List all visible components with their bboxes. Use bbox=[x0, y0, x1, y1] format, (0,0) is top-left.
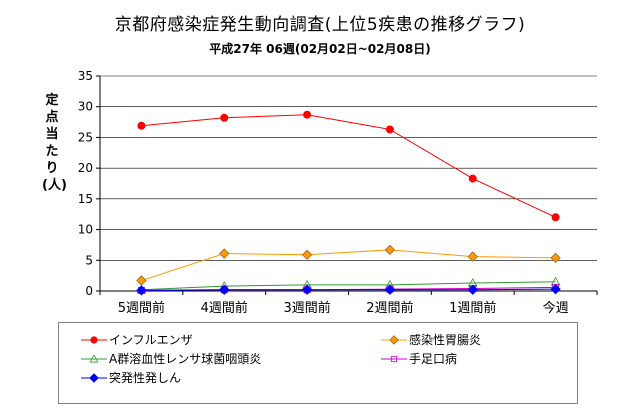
data-point bbox=[301, 284, 313, 295]
axes bbox=[96, 75, 598, 295]
legend-swatch bbox=[81, 335, 107, 344]
gridlines bbox=[100, 75, 597, 261]
data-point bbox=[301, 249, 313, 260]
data-point bbox=[220, 113, 229, 122]
data-point bbox=[303, 110, 312, 119]
legend-swatch bbox=[81, 372, 107, 383]
series-group bbox=[136, 110, 561, 296]
legend-label: 突発性発しん bbox=[109, 370, 182, 385]
legend-item: 突発性発しん bbox=[81, 369, 181, 385]
x-tick-label: 3週間前 bbox=[283, 300, 330, 316]
legend-item: インフルエンザ bbox=[81, 331, 193, 347]
y-tick-label: 25 bbox=[78, 130, 93, 144]
data-point bbox=[389, 334, 399, 345]
data-point bbox=[89, 372, 99, 383]
data-point bbox=[384, 244, 396, 256]
y-axis-label: 定点当たり(人) bbox=[42, 93, 67, 193]
x-tick-label: 今週 bbox=[543, 300, 569, 316]
data-point bbox=[385, 125, 394, 134]
series-line bbox=[141, 281, 556, 291]
series-4 bbox=[136, 283, 561, 296]
x-tick-label: 5週間前 bbox=[118, 300, 165, 316]
chart-title: 京都府感染症発生動向調査(上位5疾患の推移グラフ) bbox=[114, 15, 526, 35]
y-tick-label: 20 bbox=[78, 161, 93, 175]
legend-label: インフルエンザ bbox=[109, 332, 193, 347]
series-line bbox=[141, 249, 556, 282]
line-chart: 0 5 10 15 20 25 30 35 5週間前 4週間前 3週間前 2週間前 1週間前 今週 bbox=[78, 69, 598, 316]
data-point bbox=[551, 213, 560, 222]
series-0 bbox=[137, 110, 560, 222]
x-tick-label: 2週間前 bbox=[366, 300, 413, 316]
legend-swatch bbox=[381, 334, 407, 345]
data-point bbox=[384, 284, 396, 295]
x-tick-label: 4週間前 bbox=[201, 300, 248, 316]
legend-label: 手足口病 bbox=[409, 351, 458, 366]
data-point bbox=[89, 353, 99, 362]
tick-labels: 0 5 10 15 20 25 30 35 5週間前 4週間前 3週間前 2週間前 1週間前 今週 bbox=[78, 69, 569, 316]
y-tick-label: 0 bbox=[85, 284, 93, 298]
chart-subtitle: 平成27年 06週(02月02日~02月08日) bbox=[209, 42, 431, 56]
legend-label: 感染性胃腸炎 bbox=[409, 332, 482, 347]
data-point bbox=[136, 275, 147, 286]
y-tick-label: 35 bbox=[78, 69, 93, 83]
data-point bbox=[219, 284, 230, 295]
data-point bbox=[90, 335, 98, 344]
legend-label: A群溶血性レンサ球菌咽頭炎 bbox=[109, 351, 262, 366]
data-point bbox=[467, 251, 478, 262]
data-point bbox=[468, 174, 477, 183]
series-line bbox=[141, 288, 556, 291]
y-tick-label: 30 bbox=[78, 100, 93, 114]
data-point bbox=[550, 283, 561, 295]
y-tick-label: 15 bbox=[78, 192, 93, 206]
legend-item: 手足口病 bbox=[381, 350, 457, 366]
y-tick-label: 10 bbox=[78, 223, 93, 237]
legend: インフルエンザ 感染性胃腸炎 A群溶血性レンサ球菌咽頭炎 手足口病突発性発しん bbox=[58, 322, 578, 404]
x-tick-label: 1週間前 bbox=[449, 300, 496, 316]
legend-item: A群溶血性レンサ球菌咽頭炎 bbox=[81, 350, 261, 366]
legend-swatch bbox=[81, 353, 107, 362]
legend-swatch bbox=[381, 355, 407, 362]
data-point bbox=[137, 121, 146, 130]
legend-item: 感染性胃腸炎 bbox=[381, 331, 481, 347]
data-point bbox=[136, 285, 147, 296]
data-point bbox=[390, 355, 398, 362]
series-1 bbox=[136, 244, 561, 286]
data-point bbox=[467, 284, 478, 295]
data-point bbox=[219, 248, 230, 259]
data-point bbox=[550, 252, 561, 263]
y-tick-label: 5 bbox=[85, 253, 93, 267]
series-line bbox=[141, 114, 556, 218]
